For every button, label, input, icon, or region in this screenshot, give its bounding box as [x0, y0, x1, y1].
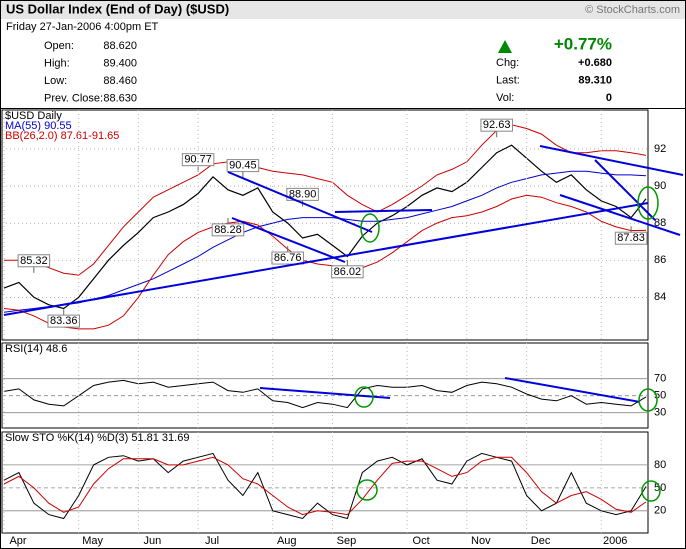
panel-title: Slow STO %K(14) %D(3) 51.81 31.69 [5, 432, 189, 444]
x-tick-label: Oct [413, 535, 430, 547]
y-tick-label: 90 [654, 180, 666, 192]
annotation-label: 90.77 [184, 154, 212, 166]
annotation-label: 85.32 [20, 255, 48, 267]
x-tick-label: Sep [337, 535, 357, 547]
copyright: © StockCharts.com [585, 4, 680, 16]
circle [356, 479, 378, 501]
annotation-label: 90.45 [229, 160, 257, 172]
series-line [3, 452, 647, 520]
trendline [559, 194, 681, 236]
quote-value: +0.680 [578, 57, 612, 69]
legend-entry: BB(26,2.0) 87.61-91.65 [5, 130, 119, 142]
panel-title: RSI(14) 48.6 [5, 343, 67, 355]
series-line [3, 144, 647, 310]
series-line [3, 379, 647, 409]
annotation-box [17, 254, 51, 268]
y-tick-label: 80 [654, 459, 666, 471]
circles [354, 186, 661, 502]
quote-value: 0 [606, 92, 612, 104]
circle [641, 480, 661, 502]
quote-value: 88.630 [103, 92, 137, 104]
trendline [259, 387, 391, 399]
panel-title: $USD Daily [5, 110, 62, 122]
annotation-box [614, 231, 648, 245]
panel-frame [1, 431, 649, 534]
annotation-box [181, 153, 215, 167]
circle [354, 386, 374, 408]
trendline [539, 145, 684, 176]
annotation-box [331, 265, 364, 279]
annotation-box [271, 251, 304, 265]
annotation-label: 88.28 [214, 224, 242, 236]
trendline [504, 377, 641, 403]
title: US Dollar Index (End of Day) ($USD) [6, 1, 229, 16]
title-bar [1, 1, 685, 19]
trendlines [3, 145, 684, 403]
trendline [231, 217, 346, 263]
quote-label: Last: [496, 74, 520, 86]
quote-label: Vol: [496, 92, 514, 104]
x-tick-label: 2006 [603, 535, 627, 547]
annotation-box [211, 223, 245, 237]
quote-value: 89.400 [103, 57, 137, 69]
annotation-label: 86.76 [274, 252, 302, 264]
x-tick-label: Aug [277, 535, 297, 547]
annotation-label: 83.36 [50, 315, 78, 327]
y-tick-label: 88 [654, 217, 666, 229]
quote-label: High: [44, 57, 70, 69]
x-tick-label: May [82, 535, 103, 547]
quote-label: Prev. Close: [44, 92, 103, 104]
annotation-label: 86.02 [334, 266, 362, 278]
up-arrow [498, 40, 512, 53]
annotation-box [480, 118, 513, 132]
quote-label: Low: [44, 75, 67, 87]
y-tick-label: 20 [654, 505, 666, 517]
panel-frame [1, 109, 649, 341]
quote-label: Open: [44, 40, 74, 52]
series-line [3, 170, 647, 313]
quote-value: 88.620 [103, 40, 137, 52]
x-tick-label: Jul [205, 535, 219, 547]
circle [638, 388, 658, 412]
change-percent: +0.77% [554, 34, 612, 53]
circle [637, 186, 659, 220]
legend-entry: MA(55) 90.55 [5, 120, 72, 132]
x-tick-label: Dec [531, 535, 551, 547]
y-tick-label: 92 [654, 143, 666, 155]
annotation-label: 88.90 [289, 188, 317, 200]
panel-frame [1, 342, 649, 429]
trendline [227, 171, 373, 233]
x-tick-label: Jun [143, 535, 161, 547]
y-tick-label: 84 [654, 291, 666, 303]
annotation-label: 87.83 [617, 232, 645, 244]
quote-label: Chg: [496, 57, 519, 69]
y-tick-label: 70 [654, 373, 666, 385]
band-lower [3, 194, 647, 330]
x-tick-label: Nov [471, 535, 491, 547]
annotation-box [47, 314, 80, 328]
trendline [3, 202, 649, 316]
quote-date: Friday 27-Jan-2006 4:00pm ET [6, 21, 159, 33]
x-tick-label: Apr [9, 535, 26, 547]
annotation-label: 92.63 [483, 119, 511, 131]
y-tick-label: 30 [654, 407, 666, 419]
quote-value: 89.310 [578, 74, 612, 86]
circle [360, 213, 380, 243]
band-upper [4, 124, 647, 276]
trendline [594, 159, 656, 221]
series-line [3, 456, 647, 516]
annotation-box [226, 159, 260, 173]
annotation-box [286, 187, 319, 201]
trendline [334, 209, 433, 213]
quote-value: 88.460 [103, 75, 137, 87]
y-tick-label: 86 [654, 254, 666, 266]
